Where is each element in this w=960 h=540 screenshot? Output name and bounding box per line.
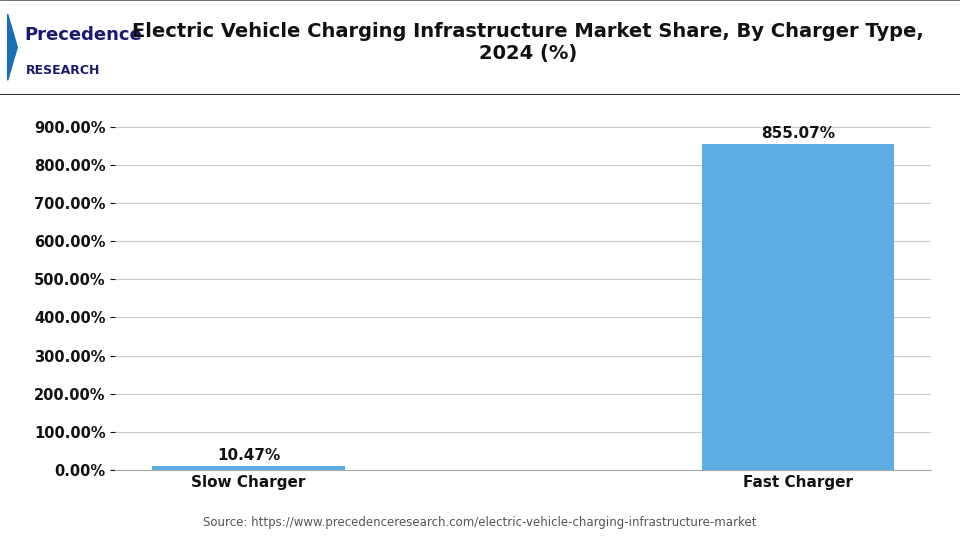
Text: Electric Vehicle Charging Infrastructure Market Share, By Charger Type,
2024 (%): Electric Vehicle Charging Infrastructure… — [132, 22, 924, 63]
Text: Source: https://www.precedenceresearch.com/electric-vehicle-charging-infrastruct: Source: https://www.precedenceresearch.c… — [204, 516, 756, 529]
Text: Precedence: Precedence — [24, 26, 142, 44]
Polygon shape — [8, 14, 17, 80]
Text: 10.47%: 10.47% — [217, 448, 280, 463]
Text: RESEARCH: RESEARCH — [26, 64, 100, 77]
Text: 855.07%: 855.07% — [761, 126, 835, 141]
Bar — [702, 144, 894, 470]
Bar — [153, 466, 345, 470]
